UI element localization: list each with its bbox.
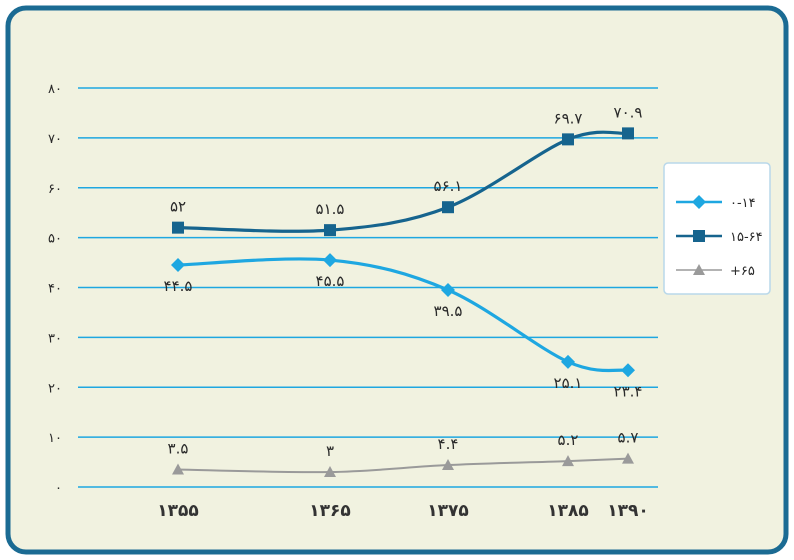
data-label: ۵.۷ [618,429,639,447]
data-point-marker [442,459,454,471]
data-label: ۲۳.۴ [614,382,643,400]
y-tick-label: ۳۰ [48,331,62,346]
data-point-marker [324,466,336,478]
data-point-marker [441,282,455,297]
series-line [177,457,629,474]
data-point-marker [622,452,634,464]
data-point-marker [621,363,635,378]
x-tick-label: ۱۳۵۵ [157,501,199,521]
series-2: ۵۲ ۵۱.۵ ۵۶.۱ ۶۹.۷ ۷۰.۹ [170,103,643,237]
data-point-marker [324,224,336,237]
data-label: ۲۵.۱ [554,374,583,392]
y-tick-label: ۶۰ [48,182,62,197]
data-label: ۴۴.۵ [164,277,193,295]
legend-label: ۰-۱۴ [730,196,756,211]
data-label: ۵۱.۵ [316,200,345,218]
data-point-marker [172,221,184,234]
data-point-marker [171,258,185,273]
data-point-marker [561,354,575,369]
y-tick-label: ۷۰ [48,132,62,147]
series-3: ۳.۵ ۳ ۴.۴ ۵.۲ ۵.۷ [168,429,639,478]
plot-area: ۰ ۱۰ ۲۰ ۳۰ ۴۰ ۵۰ ۶۰ ۷۰ ۸۰ ۱۳۵۵ ۱۳۶۵ ۱۳۷۵ ۱۳۸۵ ۱۳۹۰ ۴… [48,82,658,521]
data-label: ۵.۲ [558,431,579,449]
legend-item: +۶۵ [676,264,755,279]
legend-item: ۰-۱۴ [676,195,756,211]
data-point-marker [622,127,634,140]
legend-item: ۱۵-۶۴ [676,230,763,245]
legend-label: +۶۵ [730,264,755,279]
legend-box [663,162,771,295]
y-tick-label: ۲۰ [48,381,62,396]
data-point-marker [172,463,184,475]
data-label: ۴۵.۵ [316,272,345,290]
data-label: ۳ [326,442,334,460]
data-point-marker [562,455,574,467]
legend-label: ۱۵-۶۴ [730,230,763,245]
y-tick-label: ۱۰ [48,431,62,446]
chart-frame [5,5,789,555]
x-tick-label: ۱۳۸۵ [547,501,589,521]
legend-marker [692,195,706,209]
x-axis-tick-labels: ۱۳۵۵ ۱۳۶۵ ۱۳۷۵ ۱۳۸۵ ۱۳۹۰ [157,501,649,521]
x-tick-label: ۱۳۹۰ [607,501,649,521]
data-label: ۷۰.۹ [614,103,643,121]
y-tick-label: ۵۰ [48,232,62,247]
series-layer: ۴۴.۵ ۴۵.۵ ۳۹.۵ ۲۵.۱ ۲۳.۴ ۵۲ ۵۱.۵ ۵۶.۱ ۶۹.۷ ۷۰.۹ ۳.… [164,103,643,478]
data-point-marker [442,201,454,214]
data-label: ۵۶.۱ [434,177,463,195]
x-tick-label: ۱۳۷۵ [427,501,469,521]
y-tick-label: ۸۰ [48,82,62,97]
grid-lines [78,87,658,488]
data-label: ۴.۴ [438,435,459,453]
y-axis-tick-labels: ۰ ۱۰ ۲۰ ۳۰ ۴۰ ۵۰ ۶۰ ۷۰ ۸۰ [48,82,62,496]
series-1: ۴۴.۵ ۴۵.۵ ۳۹.۵ ۲۵.۱ ۲۳.۴ [164,253,643,400]
legend-marker [693,230,705,242]
data-label: ۶۹.۷ [554,109,583,127]
data-label: ۵۲ [170,198,186,216]
data-point-marker [562,133,574,146]
x-tick-label: ۱۳۶۵ [309,501,351,521]
legend: ۰-۱۴ ۱۵-۶۴ +۶۵ [663,162,771,295]
data-point-marker [323,253,337,268]
y-tick-label: ۰ [55,481,62,496]
legend-marker [693,264,705,275]
legend-items: ۰-۱۴ ۱۵-۶۴ +۶۵ [676,195,763,279]
data-label: ۳۹.۵ [434,302,463,320]
y-tick-label: ۴۰ [48,282,62,297]
data-label: ۳.۵ [168,440,189,458]
